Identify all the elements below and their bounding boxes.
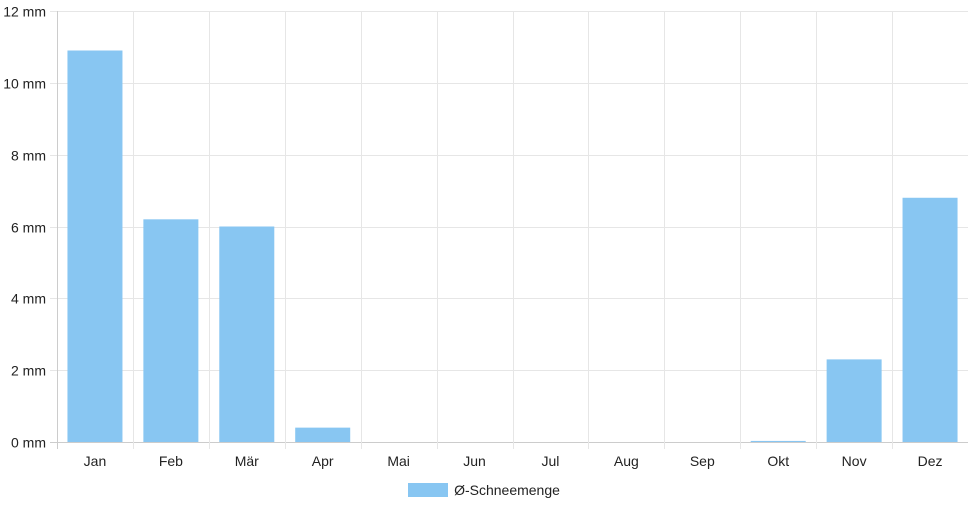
x-tick-label: Jan — [84, 453, 107, 469]
y-tick-label: 6 mm — [11, 220, 46, 236]
x-tick-label: Feb — [159, 453, 183, 469]
x-tick-label: Okt — [767, 453, 789, 469]
grid-layer — [50, 11, 968, 449]
x-tick-label: Mai — [387, 453, 410, 469]
y-tick-label: 10 mm — [3, 76, 46, 92]
x-tick-label: Sep — [690, 453, 715, 469]
y-tick-label: 4 mm — [11, 291, 46, 307]
x-tick-label: Jun — [463, 453, 486, 469]
bar-nov[interactable] — [826, 359, 882, 442]
x-axis-labels: Jan Feb Mär Apr Mai Jun Jul Aug Sep Okt Nov Dez — [84, 453, 943, 469]
x-tick-label: Apr — [312, 453, 334, 469]
y-axis-labels: 0 mm 2 mm 4 mm 6 mm 8 mm 10 mm 12 mm — [3, 4, 46, 451]
bar-feb[interactable] — [143, 219, 199, 442]
legend[interactable]: Ø-Schneemenge — [0, 478, 968, 502]
y-tick-label: 2 mm — [11, 363, 46, 379]
bar-jan[interactable] — [67, 50, 123, 443]
x-tick-label: Nov — [842, 453, 867, 469]
y-tick-label: 12 mm — [3, 4, 46, 20]
bar-dez[interactable] — [902, 197, 958, 442]
x-tick-label: Dez — [918, 453, 943, 469]
bar-apr[interactable] — [295, 427, 351, 442]
bar-okt[interactable] — [750, 440, 806, 442]
bar-mär[interactable] — [219, 226, 275, 443]
bars-layer — [67, 50, 958, 443]
x-tick-label: Jul — [542, 453, 560, 469]
x-tick-label: Mär — [235, 453, 259, 469]
x-tick-label: Aug — [614, 453, 639, 469]
legend-swatch — [408, 483, 449, 497]
y-tick-label: 8 mm — [11, 148, 46, 164]
y-tick-label: 0 mm — [11, 435, 46, 451]
legend-label: Ø-Schneemenge — [454, 482, 560, 498]
